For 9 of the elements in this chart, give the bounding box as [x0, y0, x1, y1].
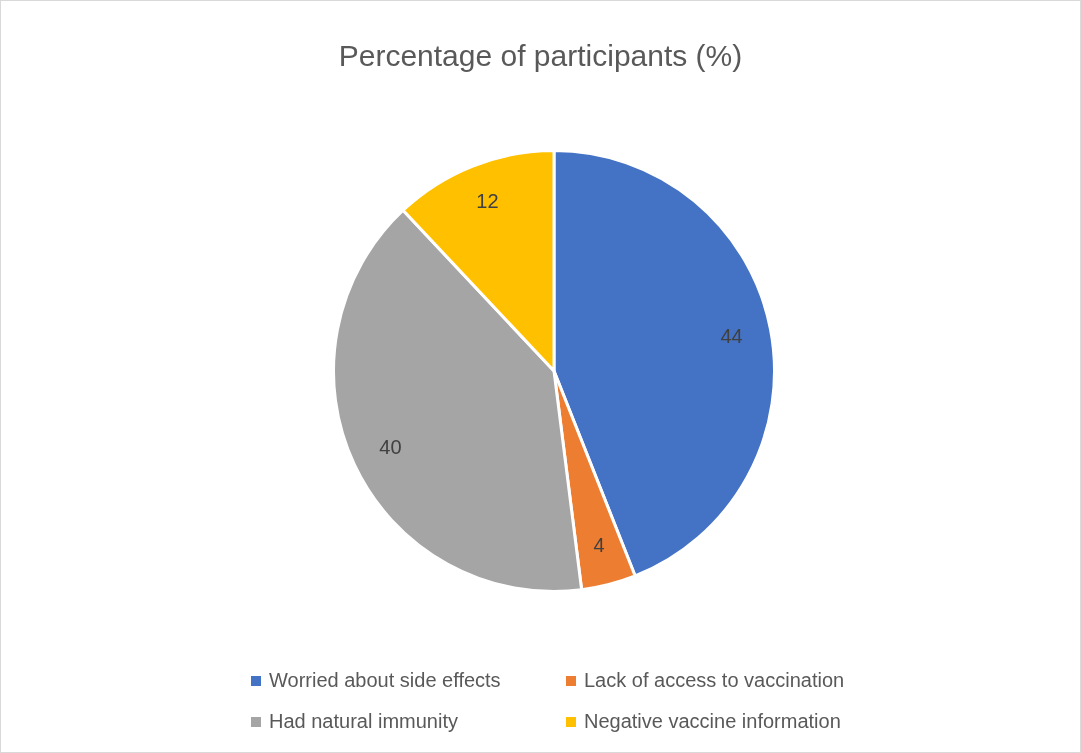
legend-label: Had natural immunity: [269, 710, 458, 733]
legend-label: Worried about side effects: [269, 669, 501, 692]
data-label: 12: [476, 190, 499, 213]
data-label: 40: [379, 435, 402, 458]
legend-label: Negative vaccine information: [584, 710, 841, 733]
legend-label: Lack of access to vaccination: [584, 669, 845, 692]
data-label: 44: [720, 324, 743, 347]
chart-title: Percentage of participants (%): [337, 39, 744, 73]
data-label: 4: [593, 533, 605, 556]
